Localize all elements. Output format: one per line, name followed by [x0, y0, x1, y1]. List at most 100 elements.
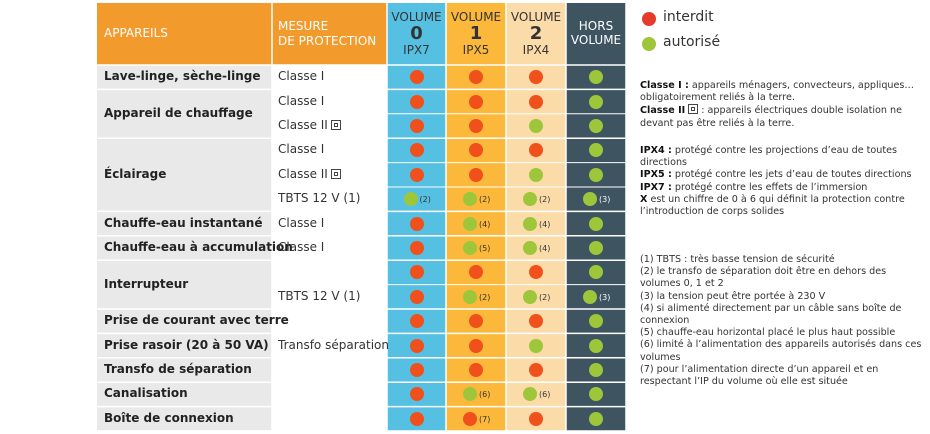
allowed-dot — [589, 167, 603, 182]
forbidden-dot — [409, 167, 424, 182]
footnote-ref: (6) — [479, 390, 491, 400]
allowed-dot — [589, 314, 603, 329]
appareil-label: Éclairage — [104, 166, 167, 181]
appareil-label: Prise de courant avec terre — [104, 313, 289, 328]
footnote-ref: (3) — [599, 292, 611, 302]
classe1-term: Classe I : — [640, 80, 689, 91]
footnote: (5) chauffe-eau horizontal placé le plus… — [640, 327, 896, 339]
allowed-dot — [589, 94, 603, 109]
footnote-ref: (4) — [479, 219, 491, 229]
forbidden-dot — [529, 94, 543, 109]
footnote-ref: (5) — [479, 244, 491, 253]
legend-interdit: interdit — [663, 9, 714, 25]
classe1-text: appareils ménagers, convecteurs, appliqu… — [640, 80, 914, 104]
forbidden-dot — [529, 265, 543, 280]
allowed-dot — [589, 143, 603, 158]
col-volume-2: VOLUME 2 IPX4 — [506, 10, 566, 57]
allowed-dot — [589, 265, 603, 280]
forbidden-dot — [409, 387, 424, 402]
legend-red-dot — [642, 12, 656, 26]
double-insulation-icon — [688, 104, 699, 115]
protection-label: Classe II — [278, 167, 341, 181]
col-hors-top: HORS — [578, 19, 614, 33]
forbidden-dot — [409, 363, 424, 377]
legend-autorise: autorisé — [663, 34, 721, 50]
appareil-label: Boîte de connexion — [104, 410, 234, 425]
x-note: X est un chiffre de 0 à 6 qui définit la… — [640, 194, 925, 218]
col-volume-1-ip: IPX5 — [462, 43, 490, 57]
footnote-ref: (6) — [539, 390, 551, 400]
forbidden-dot — [409, 338, 424, 353]
protection-text: TBTS 12 V (1) — [278, 191, 361, 206]
allowed-dot — [523, 216, 537, 231]
ipx5-text: protégé contre les jets d’eau de toutes … — [671, 169, 912, 181]
forbidden-dot — [469, 167, 483, 182]
protection-text: TBTS 12 V (1) — [278, 288, 361, 303]
forbidden-dot — [409, 314, 424, 329]
col-volume-0-ip: IPX7 — [403, 43, 430, 57]
forbidden-dot — [409, 119, 424, 133]
col-hors-volume: HORS VOLUME — [566, 19, 626, 47]
footnote-ref: (3) — [599, 195, 611, 205]
allowed-dot — [589, 411, 603, 426]
col-volume-2-top: VOLUME — [510, 10, 562, 24]
footnote-ref: (2) — [539, 292, 551, 302]
footnote-ref: (2) — [479, 195, 491, 205]
forbidden-dot — [409, 70, 424, 85]
col-volume-0: VOLUME 0 IPX7 — [387, 10, 446, 57]
footnote-ref: (2) — [479, 292, 491, 302]
double-insulation-icon — [330, 120, 341, 130]
forbidden-dot — [529, 363, 543, 377]
allowed-dot — [589, 338, 603, 353]
allowed-dot — [529, 338, 543, 353]
forbidden-dot — [409, 241, 424, 255]
col-volume-0-top: VOLUME — [391, 10, 442, 24]
allowed-dot — [463, 241, 477, 255]
col-volume-1: VOLUME 1 IPX5 — [446, 10, 506, 57]
allowed-dot — [589, 241, 603, 255]
header-mesure-line2: DE PROTECTION — [278, 34, 377, 48]
allowed-dot — [589, 119, 603, 133]
protection-label: Classe II — [278, 118, 341, 132]
footnote-ref: (2) — [419, 195, 431, 205]
ipx4-text: protégé contre les projections d’eau de … — [640, 145, 898, 169]
ipx4-note: IPX4 : protégé contre les projections d’… — [640, 145, 925, 169]
ipx7-text: protégé contre les effets de l’immersion — [671, 181, 868, 193]
forbidden-dot — [409, 143, 424, 158]
forbidden-dot — [529, 70, 543, 85]
allowed-dot — [523, 387, 537, 402]
allowed-dot — [589, 216, 603, 231]
footnote-ref: (2) — [539, 195, 551, 205]
protection-text: Classe I — [278, 142, 325, 157]
classe2-text: : appareils électriques double isolation… — [640, 105, 902, 129]
header-appareils: APPAREILS — [104, 26, 168, 40]
appareil-label: Lave-linge, sèche-linge — [104, 69, 261, 84]
protection-label: Transfo séparation — [278, 338, 389, 352]
protection-text: Transfo séparation — [278, 337, 389, 352]
footnote: (7) pour l’alimentation directe d’un app… — [640, 363, 879, 388]
allowed-dot — [529, 167, 543, 182]
col-volume-1-top: VOLUME — [450, 10, 502, 24]
ipx5-term: IPX5 : — [640, 169, 672, 181]
protection-label: TBTS 12 V (1) — [278, 191, 360, 205]
appareil-label: Canalisation — [104, 386, 188, 401]
forbidden-dot — [409, 265, 424, 280]
forbidden-dot — [529, 143, 543, 158]
allowed-dot — [463, 289, 477, 304]
footnote: (4) si alimenté directement par un câble… — [640, 302, 902, 327]
classe2-term: Classe II — [640, 105, 686, 117]
forbidden-dot — [469, 119, 483, 133]
allowed-dot — [523, 289, 537, 304]
ipx7-note: IPX7 : protégé contre les effets de l’im… — [640, 182, 925, 194]
protection-text: Classe I — [278, 69, 325, 84]
allowed-dot — [589, 363, 603, 377]
allowed-dot — [463, 216, 477, 231]
forbidden-dot — [409, 216, 424, 231]
col-volume-2-num: 2 — [529, 23, 543, 44]
col-volume-0-num: 0 — [410, 23, 423, 44]
allowed-dot — [523, 192, 537, 207]
protection-column — [272, 65, 387, 431]
col-hors-bottom: VOLUME — [570, 33, 622, 47]
allowed-dot — [583, 192, 597, 207]
